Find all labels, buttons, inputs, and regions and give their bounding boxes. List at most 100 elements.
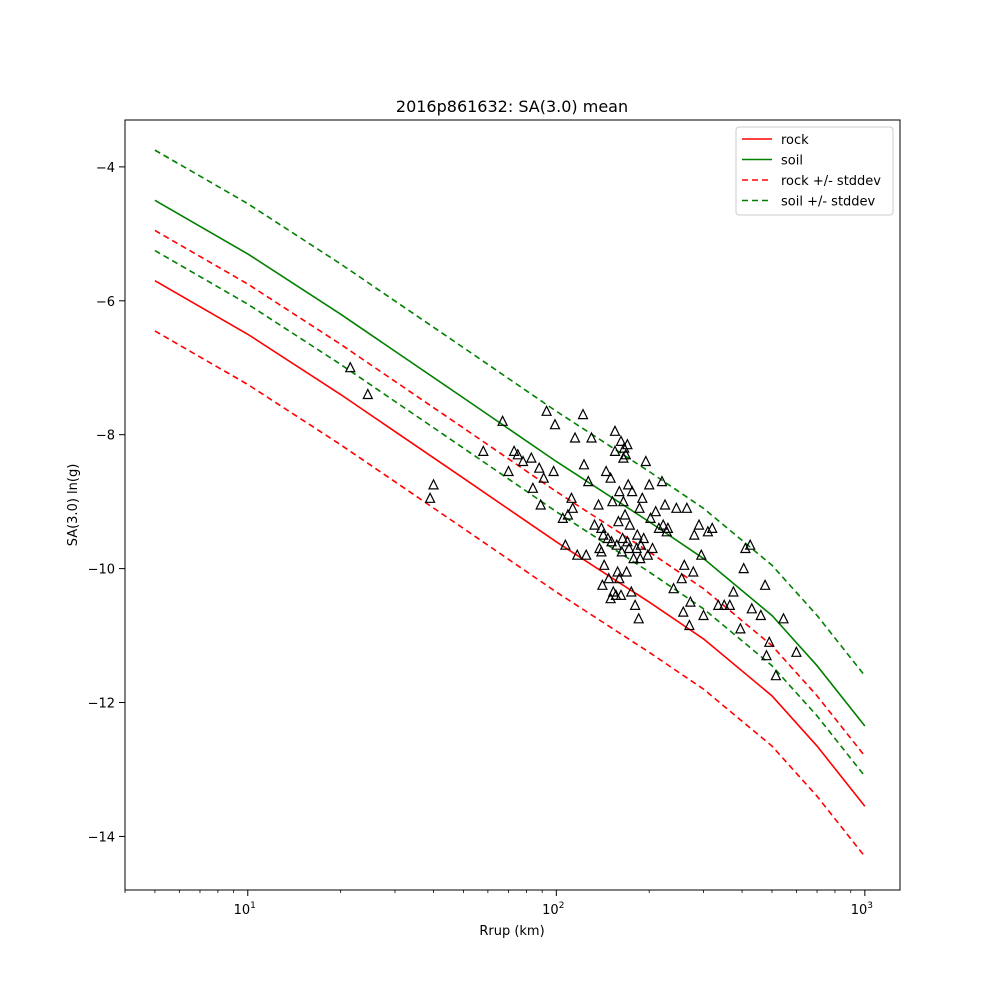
observation-point <box>621 565 633 577</box>
legend-label: rock <box>781 133 809 148</box>
observation-point <box>613 572 625 584</box>
observation-point <box>580 548 592 560</box>
observation-point <box>633 612 645 624</box>
observation-point <box>362 388 374 400</box>
series-line-soil-stddev-5 <box>154 249 866 777</box>
observation-point <box>598 558 610 570</box>
y-tick-label: −6 <box>96 295 115 310</box>
observation-point <box>702 525 714 537</box>
observation-point <box>606 535 617 547</box>
y-tick-label: −8 <box>96 429 115 444</box>
observation-point <box>615 435 627 446</box>
observation-point <box>624 518 636 530</box>
observation-point <box>566 491 577 503</box>
observation-point <box>589 518 600 530</box>
observation-points <box>344 361 802 681</box>
series-line-rock-stddev-2 <box>154 229 866 757</box>
observation-point <box>670 501 682 513</box>
observation-point <box>695 548 707 560</box>
observation-point <box>503 465 514 477</box>
observation-point <box>712 599 724 610</box>
observation-point <box>688 528 700 540</box>
observation-point <box>770 669 782 681</box>
observation-point <box>647 542 658 554</box>
observation-point <box>525 451 537 463</box>
observation-point <box>616 545 628 557</box>
observation-point <box>778 612 789 624</box>
observation-point <box>693 518 705 530</box>
observation-point <box>631 528 643 540</box>
observation-point <box>638 532 650 544</box>
observation-point <box>763 635 775 647</box>
observation-point <box>603 572 615 584</box>
x-tick-label: 103 <box>851 901 873 918</box>
observation-point <box>609 424 621 436</box>
observation-point <box>746 602 758 614</box>
observation-point <box>681 501 693 513</box>
observation-point <box>595 522 607 533</box>
observation-point <box>677 605 689 617</box>
observation-point <box>734 622 746 634</box>
observation-point <box>622 478 634 490</box>
observation-point <box>621 438 633 450</box>
legend-label: rock +/- stddev <box>781 174 881 189</box>
chart-title: 2016p861632: SA(3.0) mean <box>396 97 628 116</box>
observation-point <box>535 498 547 510</box>
observation-point <box>636 491 648 503</box>
legend-label: soil +/- stddev <box>781 195 876 210</box>
observation-point <box>595 545 607 557</box>
observation-point <box>549 418 561 430</box>
series-line-rock-0 <box>154 280 866 807</box>
observation-point <box>344 361 356 373</box>
observation-point <box>615 589 627 600</box>
observation-point <box>684 595 696 607</box>
legend-label: soil <box>781 154 803 169</box>
observation-point <box>642 548 654 560</box>
observation-point <box>662 522 674 533</box>
series-layer <box>154 149 866 858</box>
observation-point <box>605 592 617 604</box>
observation-point <box>517 455 529 467</box>
observation-point <box>617 451 629 463</box>
observation-point <box>698 609 709 621</box>
observation-point <box>668 582 680 594</box>
y-axis-ticks: −4 −6 −8 −10 −12 −14 <box>88 161 125 845</box>
observation-point <box>738 562 750 574</box>
observation-point <box>617 495 629 507</box>
observation-point <box>687 565 699 577</box>
observation-point <box>628 552 640 564</box>
observation-point <box>755 609 767 621</box>
observation-point <box>683 619 695 631</box>
observation-point <box>600 465 612 477</box>
observation-point <box>640 455 652 467</box>
observation-point <box>657 518 669 530</box>
observation-point <box>508 445 520 456</box>
observation-point <box>761 649 772 661</box>
observation-point <box>619 508 631 520</box>
observation-point <box>631 542 643 554</box>
observation-point <box>596 578 608 590</box>
observation-point <box>477 445 489 456</box>
y-axis-label: SA(3.0) ln(g) <box>66 464 81 547</box>
observation-point <box>676 572 688 584</box>
observation-point <box>541 404 553 416</box>
observation-point <box>620 448 632 460</box>
x-axis-ticks: 101 102 103 <box>124 890 873 918</box>
observation-point <box>634 501 645 513</box>
observation-point <box>790 645 802 657</box>
series-line-soil-stddev-4 <box>154 149 866 677</box>
observation-point <box>650 505 662 517</box>
y-tick-label: −14 <box>88 830 115 845</box>
observation-point <box>629 599 641 610</box>
observation-point <box>602 532 614 544</box>
observation-point <box>634 552 646 564</box>
observation-point <box>605 471 617 483</box>
observation-point <box>497 414 509 426</box>
observation-point <box>567 501 579 513</box>
observation-point <box>548 465 560 477</box>
observation-point <box>527 481 539 493</box>
observation-point <box>597 528 609 540</box>
series-line-soil-1 <box>154 199 866 727</box>
legend-box <box>735 126 894 216</box>
